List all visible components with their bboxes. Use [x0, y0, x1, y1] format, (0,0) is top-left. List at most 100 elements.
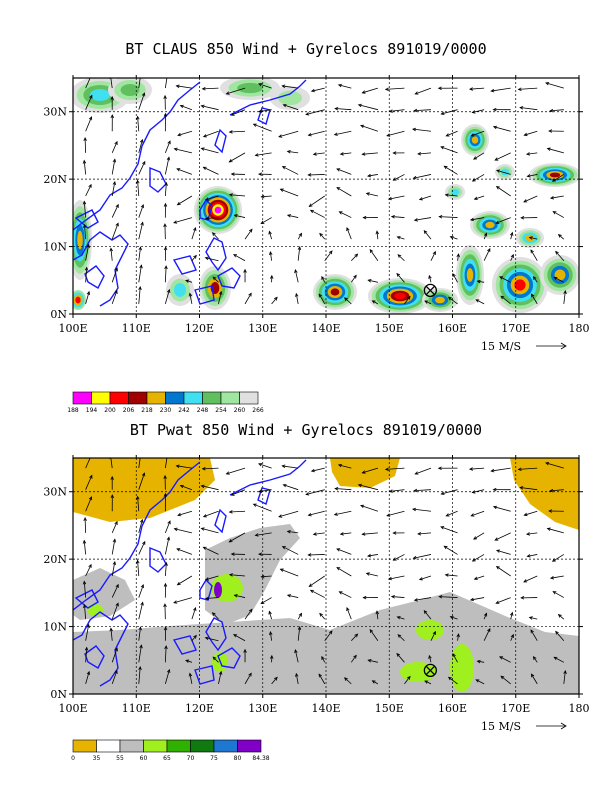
wind-arrow-shaft	[520, 107, 538, 111]
legend-label: 55	[116, 755, 124, 762]
gyre-location-icon	[423, 663, 438, 678]
wind-arrow	[138, 92, 146, 110]
wind-arrow-shaft	[244, 293, 252, 305]
wind-arrow	[526, 532, 538, 536]
x-tick-label: 110E	[122, 702, 151, 715]
wind-arrow-head	[523, 199, 528, 203]
wind-arrow-shaft	[84, 224, 87, 240]
wind-arrow	[218, 290, 223, 304]
wind-arrow-head	[294, 649, 298, 654]
scale-label: 15 M/S	[481, 720, 521, 733]
wind-arrow-head	[447, 296, 452, 301]
grid-lines	[73, 78, 579, 314]
wind-arrow-head	[309, 589, 314, 594]
coastline-segment	[74, 209, 99, 229]
wind-arrow-head	[295, 672, 299, 677]
legend-label: 65	[163, 755, 171, 762]
wind-arrow-head	[166, 668, 171, 673]
wind-arrow	[85, 243, 90, 261]
wind-arrow-shaft	[318, 673, 326, 685]
wind-arrow	[324, 630, 333, 641]
wind-arrow-head	[449, 615, 454, 620]
wind-arrow-shaft	[164, 520, 171, 533]
legend-swatch	[96, 739, 121, 753]
wind-arrow-head	[88, 563, 92, 568]
x-tick-label: 170E	[501, 702, 530, 715]
wind-arrow-head	[166, 452, 169, 455]
wind-arrow	[360, 124, 378, 132]
wind-arrow	[552, 591, 565, 598]
wind-arrow-head	[200, 104, 205, 109]
wind-arrow-shaft	[338, 84, 352, 89]
wind-arrow-head	[136, 495, 140, 500]
gyre-circle	[423, 283, 438, 298]
wind-arrow-head	[428, 274, 432, 279]
wind-arrow-shaft	[412, 128, 432, 132]
wind-arrow-shaft	[452, 273, 458, 283]
wind-arrow-head	[492, 505, 498, 510]
wind-arrow	[492, 487, 511, 492]
cloud-patch	[450, 188, 460, 196]
wind-arrow-shaft	[85, 78, 91, 89]
wind-arrow	[185, 279, 193, 283]
wind-arrow	[164, 288, 171, 304]
wind-arrow-shaft	[446, 510, 458, 517]
wind-arrow	[445, 130, 458, 137]
wind-arrow-shaft	[308, 174, 325, 176]
wind-arrow-head	[339, 532, 344, 536]
x-tick-label: 100E	[58, 322, 87, 335]
legend-label: 248	[197, 407, 209, 414]
wind-arrow	[336, 187, 352, 197]
legend-label: 206	[123, 407, 135, 414]
wind-arrow-shaft	[493, 126, 511, 132]
wind-arrow	[260, 597, 272, 605]
wind-arrow	[367, 659, 378, 663]
wind-arrow-head	[494, 157, 499, 161]
wind-arrow-shaft	[495, 217, 511, 224]
scale-label: 15 M/S	[481, 340, 521, 353]
wind-arrow-head	[228, 510, 233, 514]
wind-arrow	[110, 494, 115, 512]
wind-arrow-head	[319, 612, 323, 617]
coastline-segment	[217, 647, 241, 669]
wind-arrow	[499, 276, 511, 283]
wind-arrow	[233, 634, 246, 642]
wind-arrow-shaft	[351, 253, 358, 262]
wind-arrow-shaft	[85, 624, 90, 641]
wind-arrow	[243, 648, 247, 663]
wind-arrow-shaft	[294, 269, 299, 283]
wind-arrow-head	[414, 91, 419, 95]
wind-arrow-shaft	[533, 656, 538, 663]
wind-arrow-shaft	[510, 232, 513, 240]
wind-arrow	[553, 276, 565, 283]
wind-arrow	[185, 659, 193, 663]
scale-arrow: 15 M/S	[481, 340, 567, 353]
legend-label: 60	[140, 755, 148, 762]
wind-arrow	[490, 467, 511, 473]
wind-arrow	[375, 230, 380, 240]
wind-arrow-head	[510, 633, 514, 638]
wind-arrow-head	[218, 290, 223, 295]
wind-arrow-head	[204, 256, 209, 261]
wind-arrow	[173, 527, 193, 534]
wind-arrow	[176, 195, 193, 206]
wind-arrow	[555, 250, 565, 261]
wind-arrow-shaft	[418, 532, 432, 535]
wind-arrow-head	[176, 581, 181, 586]
wind-arrow	[286, 214, 299, 218]
wind-arrow-shaft	[452, 653, 458, 663]
wind-arrow	[202, 166, 219, 175]
coastline-segment	[199, 198, 213, 221]
wind-arrow	[418, 575, 432, 581]
wind-arrow	[111, 583, 119, 598]
wind-arrow-head	[500, 675, 505, 680]
wind-arrow-shaft	[369, 249, 379, 261]
wind-arrow-head	[269, 631, 273, 636]
wind-arrow-head	[423, 230, 428, 234]
wind-arrow-shaft	[138, 473, 145, 490]
wind-arrow-shaft	[414, 489, 432, 492]
wind-arrow	[387, 575, 405, 581]
wind-arrow-shaft	[260, 597, 272, 604]
wind-arrow	[471, 174, 485, 182]
wind-arrow	[268, 610, 272, 620]
